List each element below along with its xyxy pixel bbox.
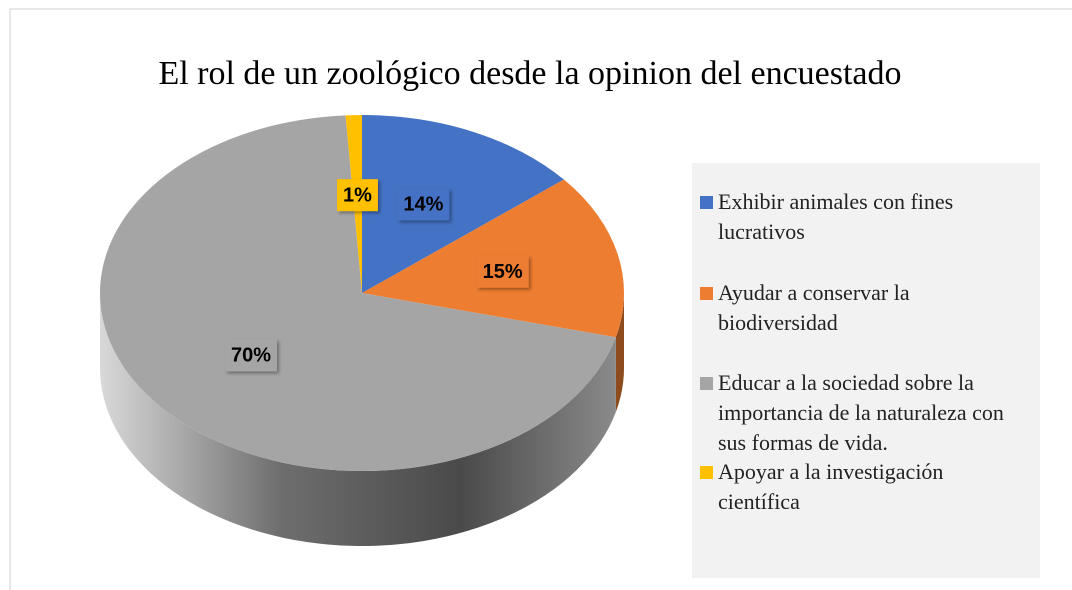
legend-label: Apoyar a la investigación científica xyxy=(718,459,944,514)
legend-label: Exhibir animales con fines lucrativos xyxy=(718,189,954,244)
legend-item: Ayudar a conservar la biodiversidad xyxy=(700,278,1028,338)
data-label: 70% xyxy=(231,345,271,367)
data-label: 14% xyxy=(403,194,443,216)
legend-swatch xyxy=(700,196,713,209)
legend: Exhibir animales con fines lucrativos Ayu… xyxy=(692,163,1040,578)
data-label-box xyxy=(476,255,529,288)
legend-swatch xyxy=(700,466,713,479)
pie: 14% 15% 70% 1% xyxy=(99,115,624,547)
data-label: 1% xyxy=(343,184,372,206)
data-label-box xyxy=(397,188,450,221)
data-label-box xyxy=(224,339,277,372)
chart-title: El rol de un zoológico desde la opinion … xyxy=(158,55,901,92)
legend-swatch xyxy=(700,377,713,390)
slice-side xyxy=(615,293,624,413)
slice-side xyxy=(99,293,616,547)
legend-item: Exhibir animales con fines lucrativos xyxy=(700,187,1028,247)
data-label: 15% xyxy=(483,261,523,283)
legend-label: Ayudar a conservar la biodiversidad xyxy=(718,280,910,335)
slice xyxy=(362,115,564,293)
legend-swatch xyxy=(700,287,713,300)
legend-label: Educar a la sociedad sobre la importanci… xyxy=(718,370,1004,455)
legend-item: Educar a la sociedad sobre la importanci… xyxy=(700,368,1028,458)
legend-item: Apoyar a la investigación científica xyxy=(700,457,1028,517)
data-label-box xyxy=(337,179,378,212)
slice xyxy=(99,115,616,471)
